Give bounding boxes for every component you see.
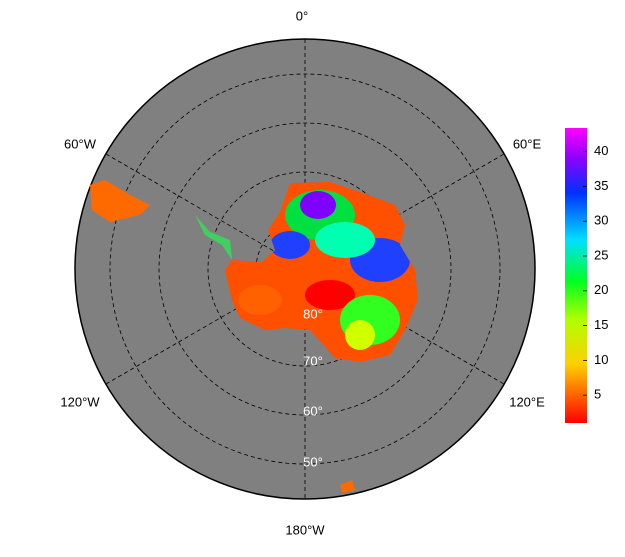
colorbar-tick-label: 30 xyxy=(594,213,608,228)
longitude-label: 60°E xyxy=(513,136,542,151)
longitude-label: 120°E xyxy=(509,394,545,409)
antarctica-field xyxy=(90,180,418,493)
latitude-label: 60° xyxy=(303,403,323,418)
colorbar-tick-label: 15 xyxy=(594,317,608,332)
colorbar-tick-label: 40 xyxy=(594,143,608,158)
latitude-labels: 80° 70° 60° 50° xyxy=(303,306,323,469)
longitude-label: 120°W xyxy=(60,394,100,409)
longitude-label: 60°W xyxy=(64,136,97,151)
colorbar-tick-label: 5 xyxy=(594,387,601,402)
longitude-labels: 0° 60°E 120°E 180°W 120°W 60°W xyxy=(60,8,545,537)
colorbar-tick-label: 25 xyxy=(594,247,608,262)
colorbar-tick-label: 10 xyxy=(594,352,608,367)
longitude-label: 0° xyxy=(296,8,308,23)
longitude-label: 180°W xyxy=(285,522,325,537)
colorbar-tick-label: 20 xyxy=(594,282,608,297)
colorbar-tick-label: 35 xyxy=(594,178,608,193)
latitude-label: 70° xyxy=(303,353,323,368)
colorbar xyxy=(565,128,587,423)
latitude-label: 80° xyxy=(303,306,323,321)
latitude-label: 50° xyxy=(303,454,323,469)
